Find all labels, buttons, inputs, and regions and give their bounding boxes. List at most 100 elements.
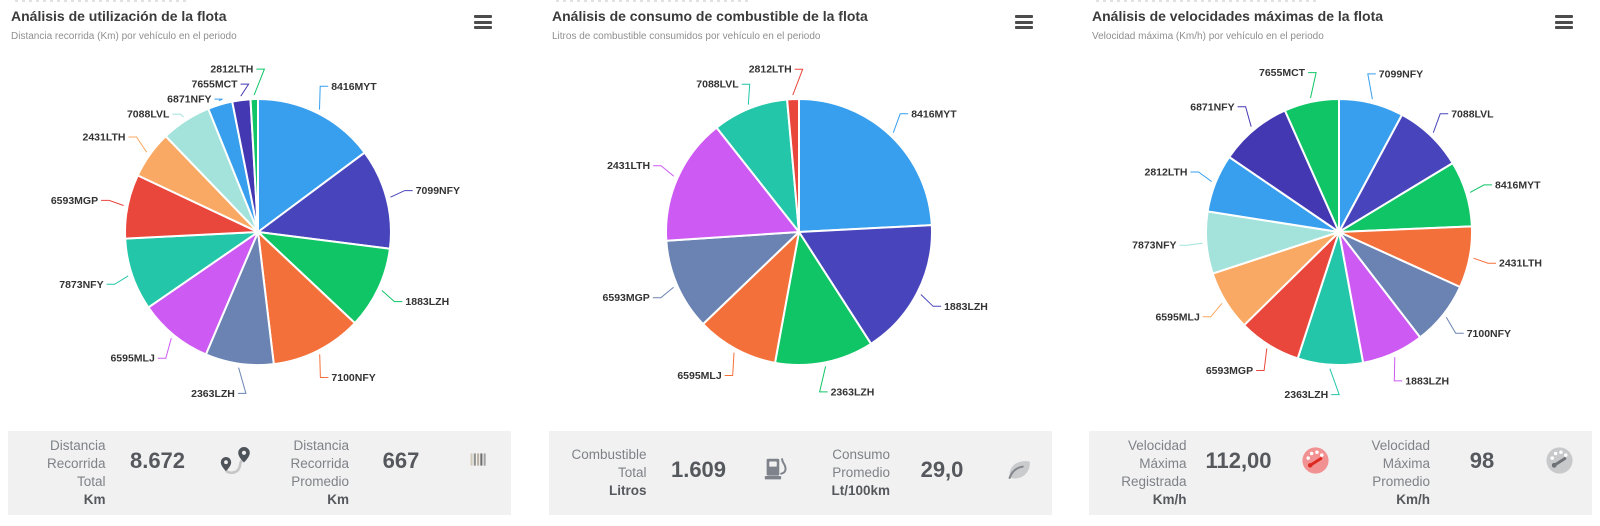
stat-label: Combustible Total Litros <box>557 446 647 500</box>
label-connector <box>724 352 735 376</box>
pie-slice-label: 6593MGP <box>51 195 98 207</box>
stat-average-distance: Distancia Recorrida Promedio Km 667 <box>260 437 504 509</box>
pie-slice[interactable] <box>1283 98 1340 233</box>
label-connector <box>818 366 828 393</box>
cropped-text-artifact <box>556 0 751 2</box>
stat-unit: Km/h <box>1396 492 1430 507</box>
label-connector <box>319 354 329 378</box>
leaf-icon <box>994 454 1044 484</box>
label-connector <box>920 294 942 307</box>
stat-max-speed-registered: Velocidad Máxima Registrada Km/h 112,00 <box>1097 437 1341 509</box>
pie-slice-label: 2812LTH <box>1145 167 1188 179</box>
pie-slice-label: 7655MCT <box>1259 67 1306 79</box>
chart-card-max-speed: Análisis de velocidades máximas de la fl… <box>1089 0 1592 526</box>
chart-header: Análisis de consumo de combustible de la… <box>549 0 1052 42</box>
pie-slice-label: 1883LZH <box>405 296 449 308</box>
chart-context-menu-button[interactable] <box>1013 13 1035 31</box>
pie-slice-label: 6593MGP <box>603 292 650 304</box>
label-connector <box>214 98 223 102</box>
pie-slice-label: 8416MYT <box>331 81 377 93</box>
pie-slice-label: 6871NFY <box>167 94 211 106</box>
pie-slice-label: 6593MGP <box>1206 365 1253 377</box>
fuel-pump-icon <box>751 454 801 484</box>
chart-header: Análisis de velocidades máximas de la fl… <box>1089 0 1592 42</box>
label-connector <box>381 290 403 303</box>
label-connector <box>106 275 129 285</box>
pie-slice-label: 6595MLJ <box>1155 311 1200 323</box>
label-connector <box>1202 302 1223 318</box>
label-connector <box>1445 316 1464 334</box>
label-connector <box>172 113 184 118</box>
hamburger-icon <box>1555 15 1573 18</box>
stat-value: 98 <box>1469 448 1495 473</box>
pie-slice[interactable] <box>257 98 366 233</box>
pie-slice[interactable] <box>786 97 800 233</box>
stat-unit: Litros <box>608 483 647 498</box>
stat-value: 8.672 <box>129 448 186 473</box>
chart-title: Análisis de utilización de la flota <box>11 8 227 24</box>
label-connector <box>157 337 172 359</box>
pie-slice-label: 7088LVL <box>696 79 739 91</box>
pie-slice-label: 8416MYT <box>1495 179 1541 191</box>
pie-slice[interactable] <box>665 231 800 326</box>
pie-slice-label: 2431LTH <box>1499 258 1542 270</box>
pie-slice-label: 7099NFY <box>416 185 460 197</box>
chart-context-menu-button[interactable] <box>472 13 494 31</box>
pie-slice-label: 7088LVL <box>127 109 170 121</box>
pie-slice[interactable] <box>774 231 872 366</box>
stat-avg-max-speed: Velocidad Máxima Promedio Km/h 98 <box>1341 437 1585 509</box>
stat-label: Velocidad Máxima Promedio Km/h <box>1341 437 1430 509</box>
pie-slice-label: 7100NFY <box>331 372 375 384</box>
label-connector <box>101 199 124 206</box>
label-connector <box>390 190 413 198</box>
chart-title: Análisis de consumo de combustible de la… <box>552 8 868 24</box>
label-connector <box>1308 72 1317 99</box>
label-connector <box>128 136 148 153</box>
stat-unit: Km <box>327 492 349 507</box>
stats-footer: Combustible Total Litros 1.609 Consumo P… <box>549 431 1052 515</box>
cropped-text-artifact <box>15 0 190 2</box>
label-connector <box>652 286 674 299</box>
label-connector <box>1179 242 1203 246</box>
pie-slice[interactable] <box>702 231 800 364</box>
stats-footer: Distancia Recorrida Total Km 8.672 Dista… <box>8 431 511 515</box>
pie-slice[interactable] <box>249 97 259 233</box>
label-connector <box>653 165 675 177</box>
stat-label: Distancia Recorrida Promedio Km <box>260 437 349 509</box>
pie-slice[interactable] <box>715 98 800 233</box>
route-icon <box>210 445 260 477</box>
pie-slice[interactable] <box>798 98 933 233</box>
label-connector <box>1190 171 1212 182</box>
chart-context-menu-button[interactable] <box>1553 13 1575 31</box>
pie-chart-max-speed: 7099NFY 7088LVL 8416MYT 2431LTH 7100NFY 1883L… <box>1132 67 1542 401</box>
pie-slice[interactable] <box>257 231 391 325</box>
distance-bars-icon <box>453 445 503 475</box>
label-connector <box>319 85 329 110</box>
pie-slice-label: 6871NFY <box>1190 101 1234 113</box>
chart-subtitle: Litros de combustible consumidos por veh… <box>552 31 821 42</box>
pie-slice-label: 2812LTH <box>749 64 792 76</box>
stat-unit: Lt/100km <box>831 483 890 498</box>
pie-slice-label: 8416MYT <box>911 108 957 120</box>
label-connector <box>792 68 804 96</box>
pie-slice[interactable] <box>665 126 800 242</box>
label-connector <box>1473 257 1496 264</box>
pie-slice-label: 2812LTH <box>210 64 253 76</box>
stat-total-fuel: Combustible Total Litros 1.609 <box>557 446 801 500</box>
pie-slice-label: 7873NFY <box>1132 240 1176 252</box>
pie-slice[interactable] <box>798 224 933 345</box>
label-connector <box>1237 106 1252 127</box>
chart-header: Análisis de utilización de la flota Dist… <box>8 0 511 42</box>
stat-value: 29,0 <box>920 457 964 482</box>
stat-label: Consumo Promedio Lt/100km <box>801 446 890 500</box>
label-connector <box>1432 113 1449 133</box>
pie-slice-label: 1883LZH <box>944 301 988 313</box>
cropped-text-artifact <box>1096 0 1316 2</box>
pie-slice[interactable] <box>257 231 356 366</box>
stat-value: 112,00 <box>1205 448 1272 473</box>
label-connector <box>1329 368 1340 396</box>
stats-footer: Velocidad Máxima Registrada Km/h 112,00 <box>1089 431 1592 515</box>
pie-slice-label: 7100NFY <box>1467 328 1511 340</box>
stat-average-consumption: Consumo Promedio Lt/100km 29,0 <box>801 446 1045 500</box>
pie-slice[interactable] <box>257 151 392 250</box>
